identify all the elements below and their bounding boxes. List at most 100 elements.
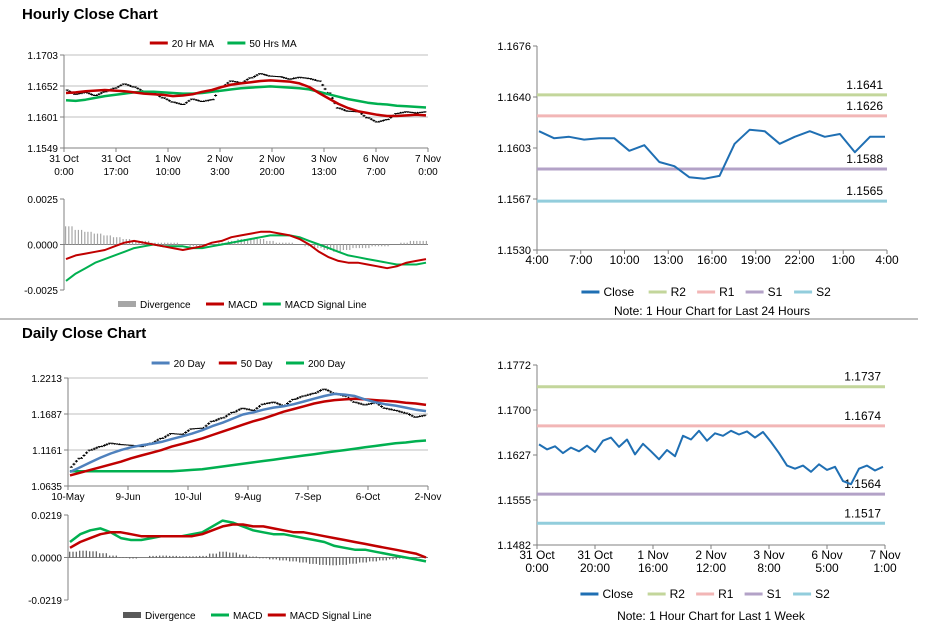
macd-signal-line	[65, 234, 427, 282]
level-label-r1: 1.1626	[846, 99, 883, 113]
legend-label-macd: MACD	[228, 300, 257, 311]
x-tick-label: 2 Nov	[259, 154, 285, 165]
legend-swatch-divergence	[118, 301, 136, 307]
y-tick-label: 1.1603	[497, 143, 531, 155]
legend-label-20-hr-ma: 20 Hr MA	[172, 39, 215, 50]
macd-line	[69, 519, 427, 563]
y-tick-label: 1.1555	[497, 495, 531, 507]
ma20-line	[65, 79, 427, 118]
legend-label-50-hrs-ma: 50 Hrs MA	[249, 39, 297, 50]
x-tick-label: 1 Nov	[155, 154, 181, 165]
legend-label-divergence: Divergence	[140, 300, 191, 311]
y-tick-label: 1.1703	[27, 51, 58, 62]
x-tick-label: 3:00	[210, 167, 230, 178]
x-tick-label: 19:00	[741, 253, 771, 267]
legend-label-close: Close	[602, 587, 633, 601]
macd-signal-line	[69, 523, 427, 559]
x-tick-label: 7 Nov	[869, 548, 900, 562]
x-tick-label: 2-Nov	[415, 492, 442, 503]
legend-label-s2: S2	[815, 587, 830, 601]
hourly-price-chart: 20 Hr MA 50 Hrs MA 1.1703 1.1652 1.1601 1.154…	[27, 39, 441, 178]
legend-label-s1: S1	[767, 587, 782, 601]
x-tick-label: 1:00	[832, 253, 856, 267]
x-tick-label: 0:00	[54, 167, 74, 178]
x-tick-label: 13:00	[653, 253, 683, 267]
legend-label-s1: S1	[768, 285, 783, 299]
y-tick-label: 0.0000	[31, 554, 62, 565]
close-line	[538, 128, 885, 180]
legend-label-macd: MACD	[233, 611, 262, 622]
y-tick-label: 1.1772	[497, 360, 531, 372]
legend-label-macd-signal-line: MACD Signal Line	[285, 300, 367, 311]
y-tick-label: -0.0219	[28, 596, 62, 607]
ma20-line	[69, 392, 427, 474]
legend-label-200-day: 200 Day	[308, 359, 345, 370]
x-tick-label: 31 Oct	[519, 548, 555, 562]
x-tick-label: 22:00	[784, 253, 814, 267]
y-tick-label: 0.0000	[27, 241, 58, 252]
x-tick-label: 16:00	[638, 561, 668, 575]
y-tick-label: 1.1640	[497, 92, 531, 104]
daily-macd-chart: 0.0219 0.0000 -0.0219 Divergence MACD MACD Si…	[28, 511, 428, 622]
legend-label-r1: R1	[719, 285, 735, 299]
x-tick-label: 31 Oct	[49, 154, 79, 165]
chart-note: Note: 1 Hour Chart for Last 24 Hours	[614, 304, 810, 318]
level-label-r2: 1.1641	[846, 78, 883, 92]
x-tick-label: 7:00	[569, 253, 593, 267]
y-tick-label: 1.1567	[497, 194, 531, 206]
y-tick-label: 1.1627	[497, 450, 531, 462]
y-tick-label: 1.1652	[27, 82, 58, 93]
level-label-s2: 1.1517	[844, 506, 881, 520]
x-tick-label: 10-Jul	[174, 492, 201, 503]
x-tick-label: 7-Sep	[295, 492, 322, 503]
level-label-r1: 1.1674	[844, 409, 881, 423]
x-tick-label: 10:00	[609, 253, 639, 267]
hourly-macd-chart: 0.0025 0.0000 -0.0025 Divergence MACD MACD Si…	[24, 195, 428, 311]
y-tick-label: 1.1530	[497, 245, 531, 257]
legend-label-r2: R2	[671, 285, 687, 299]
y-tick-label: 1.0635	[31, 482, 62, 493]
legend-label-macd-signal-line: MACD Signal Line	[290, 611, 372, 622]
x-tick-label: 6 Nov	[811, 548, 842, 562]
legend-swatch-divergence	[123, 612, 141, 618]
x-tick-label: 31 Oct	[577, 548, 613, 562]
x-tick-label: 10:00	[155, 167, 180, 178]
y-tick-label: 0.0219	[31, 511, 62, 522]
x-tick-label: 3 Nov	[753, 548, 784, 562]
x-tick-label: 1:00	[873, 561, 897, 575]
x-tick-label: 4:00	[875, 253, 899, 267]
x-tick-label: 4:00	[525, 253, 549, 267]
x-tick-label: 6 Nov	[363, 154, 389, 165]
x-tick-label: 13:00	[311, 167, 336, 178]
x-tick-label: 1 Nov	[637, 548, 668, 562]
x-tick-label: 7 Nov	[415, 154, 441, 165]
y-tick-label: 1.2213	[31, 374, 62, 385]
y-tick-label: 1.1601	[27, 113, 58, 124]
legend-label-close: Close	[603, 285, 634, 299]
daily-price-chart: 20 Day 50 Day 200 Day 1.2213 1.1687 1.1161 1.0…	[31, 359, 441, 503]
x-tick-label: 17:00	[103, 167, 128, 178]
x-tick-label: 0:00	[418, 167, 438, 178]
x-tick-label: 3 Nov	[311, 154, 337, 165]
legend-label-50-day: 50 Day	[241, 359, 273, 370]
y-tick-label: 1.1687	[31, 410, 62, 421]
x-tick-label: 2 Nov	[207, 154, 233, 165]
daily-section-title: Daily Close Chart	[22, 325, 146, 342]
y-tick-label: -0.0025	[24, 286, 58, 297]
y-tick-label: 1.1549	[27, 144, 58, 155]
x-tick-label: 31 Oct	[101, 154, 131, 165]
legend-label-20-day: 20 Day	[174, 359, 206, 370]
legend-label-divergence: Divergence	[145, 611, 196, 622]
close-line	[538, 429, 884, 486]
level-label-s2: 1.1565	[846, 184, 883, 198]
y-tick-label: 1.1676	[497, 41, 531, 53]
ma50-line	[65, 85, 427, 109]
x-tick-label: 8:00	[757, 561, 781, 575]
x-tick-label: 20:00	[580, 561, 610, 575]
macd-line	[65, 230, 427, 270]
y-tick-label: 1.1700	[497, 405, 531, 417]
legend-label-r1: R1	[718, 587, 734, 601]
x-tick-label: 7:00	[366, 167, 386, 178]
